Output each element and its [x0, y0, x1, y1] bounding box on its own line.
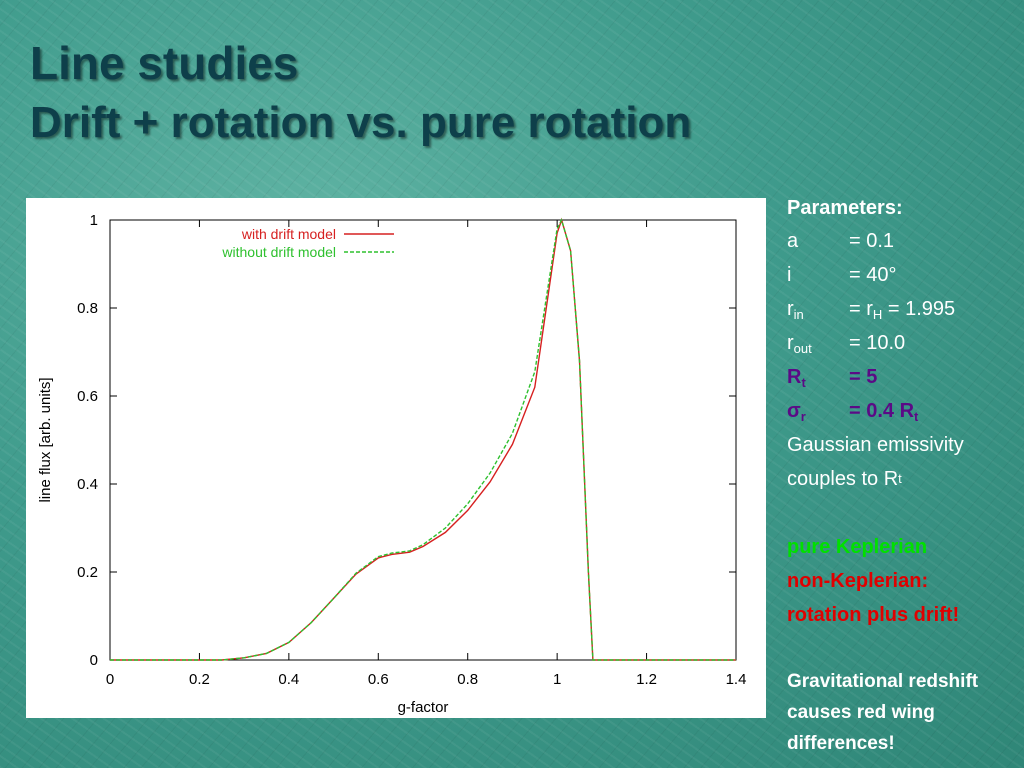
- param-sigma-key: σr: [787, 399, 806, 424]
- x-tick-label: 0.6: [368, 671, 389, 688]
- param-i-key: i: [787, 263, 792, 286]
- y-tick-label: 0.2: [77, 564, 98, 581]
- spacer: [787, 632, 1019, 666]
- param-i: i = 40°: [787, 258, 1019, 292]
- y-tick-label: 0: [90, 652, 98, 669]
- param-Rt: Rt = 5: [787, 360, 1019, 394]
- x-tick-label: 0.4: [278, 671, 299, 688]
- line-chart: 0 0.2 0.4 0.6 0.8 1 1.2 1.4 0 0.2 0.4 0.6 0.8 1 g-fact…: [37, 212, 747, 716]
- slide-subtitle: Drift + rotation vs. pure rotation: [30, 98, 692, 147]
- param-i-value: = 40°: [849, 263, 897, 286]
- plot-frame: [109, 219, 737, 661]
- parameters-panel: Parameters: a = 0.1 i = 40° rin = rH = 1…: [787, 192, 1019, 759]
- note-nonkeplerian: non-Keplerian:: [787, 569, 929, 592]
- x-tick-label: 0.2: [189, 671, 210, 688]
- slide-title: Line studies: [30, 37, 299, 89]
- param-a: a = 0.1: [787, 224, 1019, 258]
- param-rout-value: = 10.0: [849, 331, 906, 354]
- x-tick-label: 1.4: [726, 671, 747, 688]
- param-a-key: a: [787, 229, 799, 252]
- param-rin-key: rin: [787, 297, 804, 322]
- param-a-value: = 0.1: [849, 229, 895, 252]
- param-rin-value: = rH = 1.995: [849, 297, 956, 322]
- x-tick-label: 1: [553, 671, 561, 688]
- param-sigma-value: = 0.4 Rt: [849, 399, 919, 424]
- x-tick-label: 1.2: [636, 671, 657, 688]
- gaussian-note-line1: Gaussian emissivity: [787, 433, 964, 456]
- note-redshift-line3: differences!: [787, 732, 895, 754]
- spacer: [787, 496, 1019, 530]
- x-tick-label: 0: [106, 671, 114, 688]
- y-tick-label: 1: [90, 212, 98, 229]
- param-Rt-key: Rt: [787, 365, 806, 390]
- y-tick-label: 0.8: [77, 300, 98, 317]
- series-line-1: [110, 218, 736, 661]
- param-rout: rout = 10.0: [787, 326, 1019, 360]
- legend-label-1: without drift model: [221, 244, 336, 260]
- x-axis-label: g-factor: [398, 699, 449, 716]
- legend-label-0: with drift model: [241, 226, 336, 242]
- series-line-0: [110, 217, 736, 661]
- note-redshift-line1: Gravitational redshift: [787, 670, 979, 692]
- param-rin: rin = rH = 1.995: [787, 292, 1019, 326]
- y-tick-label: 0.4: [77, 476, 98, 493]
- x-tick-label: 0.8: [457, 671, 478, 688]
- parameters-header: Parameters:: [787, 196, 903, 219]
- param-rout-key: rout: [787, 331, 812, 356]
- param-sigma: σr = 0.4 Rt: [787, 394, 1019, 428]
- note-rotation-drift: rotation plus drift!: [787, 603, 960, 626]
- plot-panel: 0 0.2 0.4 0.6 0.8 1 1.2 1.4 0 0.2 0.4 0.6 0.8 1 g-fact…: [26, 198, 766, 718]
- note-redshift-line2: causes red wing: [787, 701, 935, 723]
- y-axis-label: line flux [arb. units]: [37, 377, 54, 502]
- y-tick-label: 0.6: [77, 388, 98, 405]
- note-keplerian: pure Keplerian: [787, 535, 928, 558]
- param-Rt-value: = 5: [849, 365, 878, 388]
